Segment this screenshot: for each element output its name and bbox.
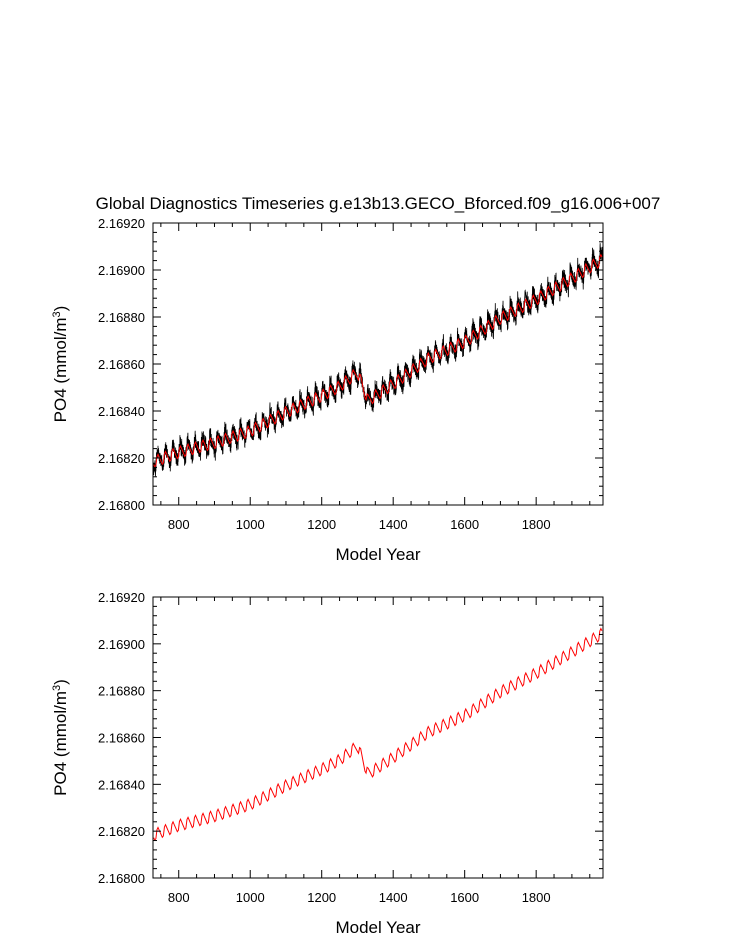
x-tick-label: 1800 — [522, 890, 551, 905]
x-tick-label: 800 — [168, 517, 190, 532]
y-tick-label: 2.16860 — [98, 731, 145, 746]
y-tick-label: 2.16900 — [98, 263, 145, 278]
series-line-monthly — [153, 243, 604, 477]
y-axis-label: PO4 (mmol/m3) — [51, 679, 70, 796]
y-tick-label: 2.16900 — [98, 637, 145, 652]
y-tick-label: 2.16840 — [98, 777, 145, 792]
x-tick-label: 800 — [168, 890, 190, 905]
y-tick-label: 2.16880 — [98, 310, 145, 325]
y-tick-label: 2.16840 — [98, 404, 145, 419]
x-tick-label: 1200 — [307, 517, 336, 532]
y-tick-label: 2.16920 — [98, 590, 145, 605]
x-tick-label: 1400 — [379, 517, 408, 532]
x-tick-label: 1400 — [379, 890, 408, 905]
y-tick-label: 2.16820 — [98, 451, 145, 466]
series-line-annual-mean — [153, 253, 603, 468]
bottom-chart-panel: 800 1000 1200 1400 1600 1800 2.16800 2.16820 2.1… — [51, 590, 604, 937]
y-tick-label: 2.16860 — [98, 357, 145, 372]
y-tick-label: 2.16800 — [98, 498, 145, 513]
x-tick-label: 1800 — [522, 517, 551, 532]
x-tick-label: 1000 — [236, 517, 265, 532]
x-tick-label: 1600 — [450, 517, 479, 532]
figure-title: Global Diagnostics Timeseries g.e13b13.G… — [96, 194, 661, 213]
y-tick-label: 2.16820 — [98, 824, 145, 839]
y-tick-label: 2.16920 — [98, 216, 145, 231]
series-line-annual-mean — [153, 627, 603, 842]
x-tick-label: 1600 — [450, 890, 479, 905]
x-tick-label: 1000 — [236, 890, 265, 905]
y-tick-label: 2.16800 — [98, 871, 145, 886]
plot-frame — [152, 222, 604, 506]
x-axis-label: Model Year — [335, 918, 420, 937]
x-tick-label: 1200 — [307, 890, 336, 905]
top-chart-panel: 800 1000 1200 1400 1600 1800 2.16800 2.16820 2.1… — [51, 216, 604, 564]
x-axis-label: Model Year — [335, 545, 420, 564]
y-axis-label: PO4 (mmol/m3) — [51, 306, 70, 423]
y-tick-label: 2.16880 — [98, 684, 145, 699]
plot-frame — [152, 596, 604, 879]
